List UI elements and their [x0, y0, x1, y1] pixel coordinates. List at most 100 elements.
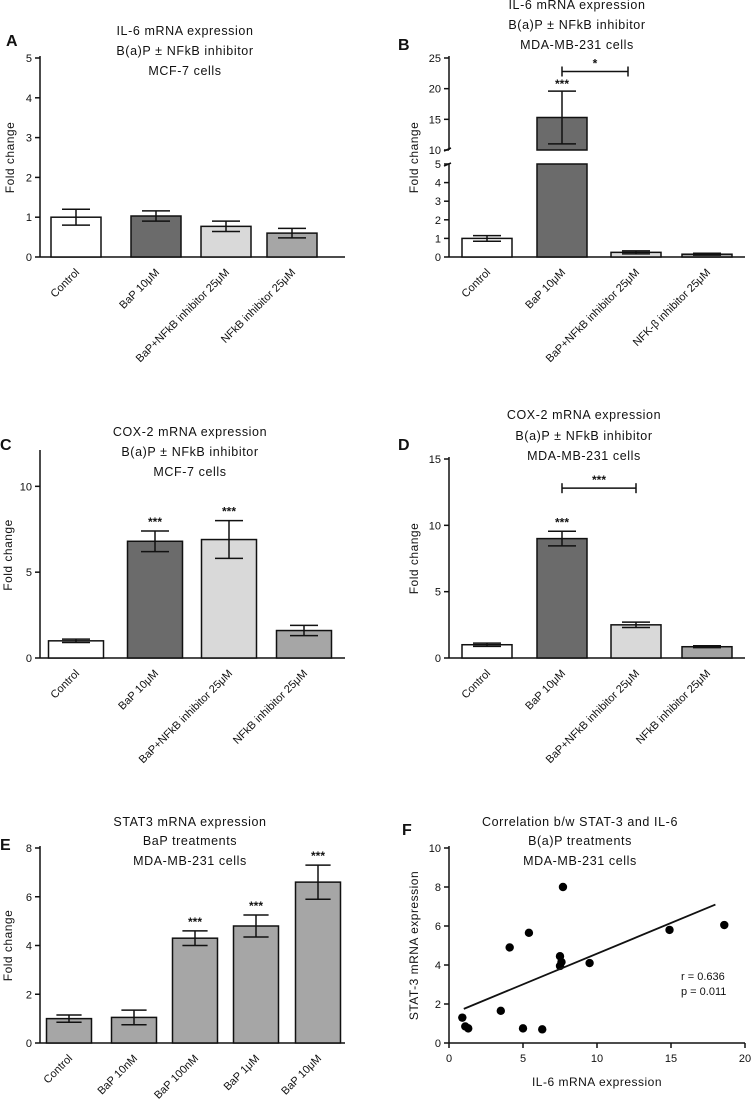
panel-f-y-tick-label: 8	[435, 882, 441, 894]
panel-e-letter: E	[0, 837, 11, 854]
panel-e-y-tick-label: 2	[26, 989, 32, 1001]
panel-f-data-point	[524, 928, 534, 938]
panel-b-category-label: Control	[460, 267, 494, 301]
panel-f-title-line: MDA-MB-231 cells	[523, 854, 637, 868]
panel-d-y-axis-label: Fold change	[407, 523, 421, 595]
panel-e-bar	[294, 881, 342, 1044]
panel-e-y-tick-label: 6	[26, 892, 32, 904]
panel-b-y-tick-label: 2	[435, 215, 441, 227]
panel-d-y-tick-label: 10	[429, 520, 441, 532]
panel-b-y-tick-label: 4	[435, 178, 441, 190]
panel-e-title-line: MDA-MB-231 cells	[133, 854, 247, 868]
panel-d-category-label: Control	[460, 668, 494, 702]
panel-d: D COX-2 mRNA expression B(a)P ± NFkB inhib…	[398, 408, 745, 766]
panel-d-category-label: NFkB inhibitor 25μM	[634, 668, 713, 747]
panel-c-bar	[47, 640, 105, 659]
panel-a-y-tick-label: 5	[26, 53, 32, 65]
panel-f-data-point	[585, 958, 594, 968]
panel-f-y-tick-label: 4	[435, 960, 441, 972]
panel-f-x-tick-label: 0	[446, 1053, 452, 1065]
panel-f-y-tick-label: 0	[435, 1038, 441, 1050]
panel-b-bracket-label: *	[593, 56, 598, 70]
panel-a-title-line: MCF-7 cells	[148, 64, 221, 78]
panel-f-data-point	[720, 920, 729, 930]
panel-f-y-tick-label: 10	[429, 843, 441, 855]
panel-a-bar	[130, 215, 182, 258]
panel-e-title-line: BaP treatments	[143, 834, 237, 848]
panel-f-x-tick-label: 15	[665, 1053, 677, 1065]
panel-d-title-line: B(a)P ± NFkB inhibitor	[515, 429, 652, 443]
panel-c-category-label: NFkB inhibitor 25μM	[231, 668, 310, 747]
panel-d-bar	[681, 645, 733, 659]
panel-b-y-tick-label: 15	[429, 114, 441, 126]
panel-e-significance: ***	[249, 899, 263, 913]
panel-c-category-label: Control	[49, 668, 83, 702]
panel-f: F Correlation b/w STAT-3 and IL-6 B(a)P tr…	[402, 815, 751, 1089]
panel-f-x-tick-label: 10	[591, 1053, 603, 1065]
panel-c-y-tick-label: 0	[26, 653, 32, 665]
panel-f-y-tick-label: 6	[435, 921, 441, 933]
panel-f-data-point	[558, 882, 568, 892]
panel-e-category-label: BaP 100nM	[152, 1053, 201, 1102]
panel-e-y-tick-label: 0	[26, 1038, 32, 1050]
panel-b: B IL-6 mRNA expression B(a)P ± NFkB inhibi…	[398, 0, 747, 365]
panel-f-data-point	[496, 1006, 505, 1016]
panel-d-y-tick-label: 0	[435, 653, 441, 665]
panel-c-category-label: BaP 10μM	[116, 668, 161, 713]
panel-e-significance: ***	[311, 849, 325, 863]
panel-f-regression-line	[463, 903, 716, 1010]
panel-c-title-line: B(a)P ± NFkB inhibitor	[121, 445, 258, 459]
panel-e-category-label: BaP 10nM	[95, 1053, 140, 1098]
panel-e-category-label: Control	[42, 1053, 76, 1087]
panel-f-x-axis-label: IL-6 mRNA expression	[532, 1075, 662, 1089]
panel-b-category-label: NFK-β inhibitor 25μM	[631, 267, 713, 349]
panel-c-letter: C	[0, 437, 12, 454]
panel-c-bar	[200, 538, 258, 659]
panel-e-title-line: STAT3 mRNA expression	[113, 815, 266, 829]
panel-f-letter: F	[402, 822, 412, 839]
panel-a-y-tick-label: 3	[26, 133, 32, 145]
panel-b-y-tick-label: 3	[435, 196, 441, 208]
panel-e-category-label: BaP 1μM	[222, 1053, 263, 1094]
panel-e-category-label: BaP 10μM	[279, 1053, 324, 1098]
panel-f-data-point	[458, 1013, 467, 1022]
panel-a-y-tick-label: 2	[26, 172, 32, 184]
panel-e-y-tick-label: 4	[26, 941, 32, 953]
panel-b-y-tick-label: 25	[429, 53, 441, 65]
panel-b-y-tick-label: 0	[435, 252, 441, 264]
panel-f-stats-text: p = 0.011	[681, 986, 726, 998]
panel-b-bar	[536, 163, 588, 258]
panel-c-significance: ***	[222, 505, 236, 519]
panel-b-axis-break-gap	[451, 151, 747, 163]
panel-a-y-axis-label: Fold change	[3, 122, 17, 194]
panel-f-x-tick-label: 20	[739, 1053, 751, 1065]
panel-f-data-point	[538, 1025, 547, 1034]
panel-c-y-tick-label: 10	[20, 481, 32, 493]
panel-b-title-line: MDA-MB-231 cells	[520, 38, 634, 52]
panel-d-title-line: COX-2 mRNA expression	[507, 408, 661, 422]
panel-d-y-tick-label: 15	[429, 454, 441, 466]
panel-a-y-tick-label: 0	[26, 252, 32, 264]
panel-d-title-line: MDA-MB-231 cells	[527, 449, 641, 463]
panel-d-bar	[536, 537, 588, 659]
panel-a: A IL-6 mRNA expression B(a)P ± NFkB inhibi…	[3, 24, 345, 365]
panel-b-significance: ***	[555, 77, 569, 91]
panel-a-letter: A	[6, 33, 18, 50]
panel-d-y-tick-label: 5	[435, 587, 441, 599]
panel-e-y-axis-label: Fold change	[1, 910, 15, 982]
panel-f-y-axis-label: STAT-3 mRNA expression	[407, 871, 421, 1020]
panel-d-significance: ***	[555, 515, 569, 529]
panel-c-title-line: MCF-7 cells	[153, 465, 226, 479]
panel-b-y-tick-label: 20	[429, 84, 441, 96]
panel-c-significance: ***	[148, 515, 162, 529]
panel-f-data-point	[518, 1024, 528, 1033]
panel-c-bar	[126, 540, 184, 659]
panel-f-data-point	[665, 925, 674, 935]
panel-f-stats-text: r = 0.636	[681, 971, 725, 983]
panel-d-category-label: BaP 10μM	[523, 668, 568, 713]
panel-b-y-axis-label: Fold change	[407, 122, 421, 194]
panel-f-data-point	[464, 1024, 473, 1033]
panel-b-letter: B	[398, 37, 410, 54]
panel-a-title-line: IL-6 mRNA expression	[116, 24, 253, 38]
